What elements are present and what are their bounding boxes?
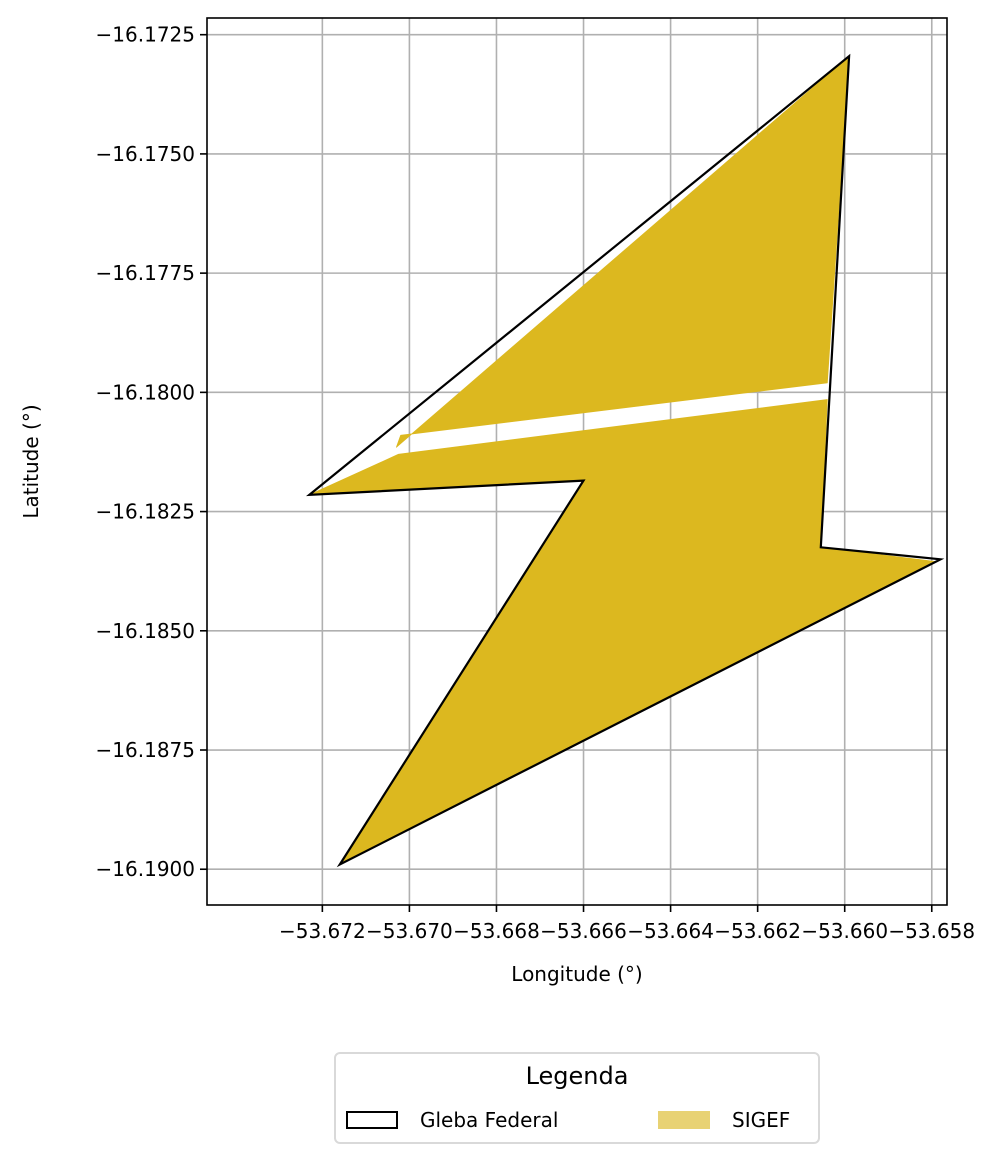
x-tick-label: −53.666	[540, 919, 627, 943]
map-polygons	[305, 53, 945, 868]
x-tick-label: −53.662	[714, 919, 801, 943]
y-tick-label: −16.1900	[96, 857, 195, 881]
x-tick-label: −53.664	[627, 919, 714, 943]
y-tick-label: −16.1875	[96, 738, 195, 762]
y-tick-label: −16.1775	[96, 261, 195, 285]
sigef-polygon	[308, 399, 937, 865]
y-tick-label: −16.1725	[96, 23, 195, 47]
y-tick-label: −16.1850	[96, 619, 195, 643]
x-tick-label: −53.672	[279, 919, 366, 943]
plot-frame	[206, 17, 948, 906]
axis-ticks: −53.672 −53.670 −53.668 −53.666 −53.664 −53.6…	[96, 23, 976, 943]
x-tick-label: −53.668	[453, 919, 540, 943]
legend-swatch-gleba-federal	[346, 1111, 398, 1129]
legend-entry-gleba-federal: Gleba Federal	[346, 1108, 558, 1132]
legend-swatch-sigef	[658, 1111, 710, 1129]
sigef-polygon	[395, 55, 850, 448]
legend-label-sigef: SIGEF	[732, 1108, 791, 1132]
legend-label-gleba-federal: Gleba Federal	[420, 1108, 559, 1132]
legend-entry-sigef: SIGEF	[658, 1108, 790, 1132]
legend: Legenda Gleba Federal SIGEF	[334, 1052, 820, 1144]
x-axis-label: Longitude (°)	[511, 962, 642, 986]
x-tick-label: −53.658	[888, 919, 975, 943]
legend-title: Legenda	[525, 1062, 629, 1090]
y-tick-label: −16.1750	[96, 142, 195, 166]
y-tick-label: −16.1825	[96, 500, 195, 524]
gleba-federal-polygon	[305, 53, 945, 868]
y-tick-label: −16.1800	[96, 380, 195, 404]
y-axis-label: Latitude (°)	[19, 404, 43, 518]
x-tick-label: −53.660	[801, 919, 888, 943]
x-tick-label: −53.670	[366, 919, 453, 943]
